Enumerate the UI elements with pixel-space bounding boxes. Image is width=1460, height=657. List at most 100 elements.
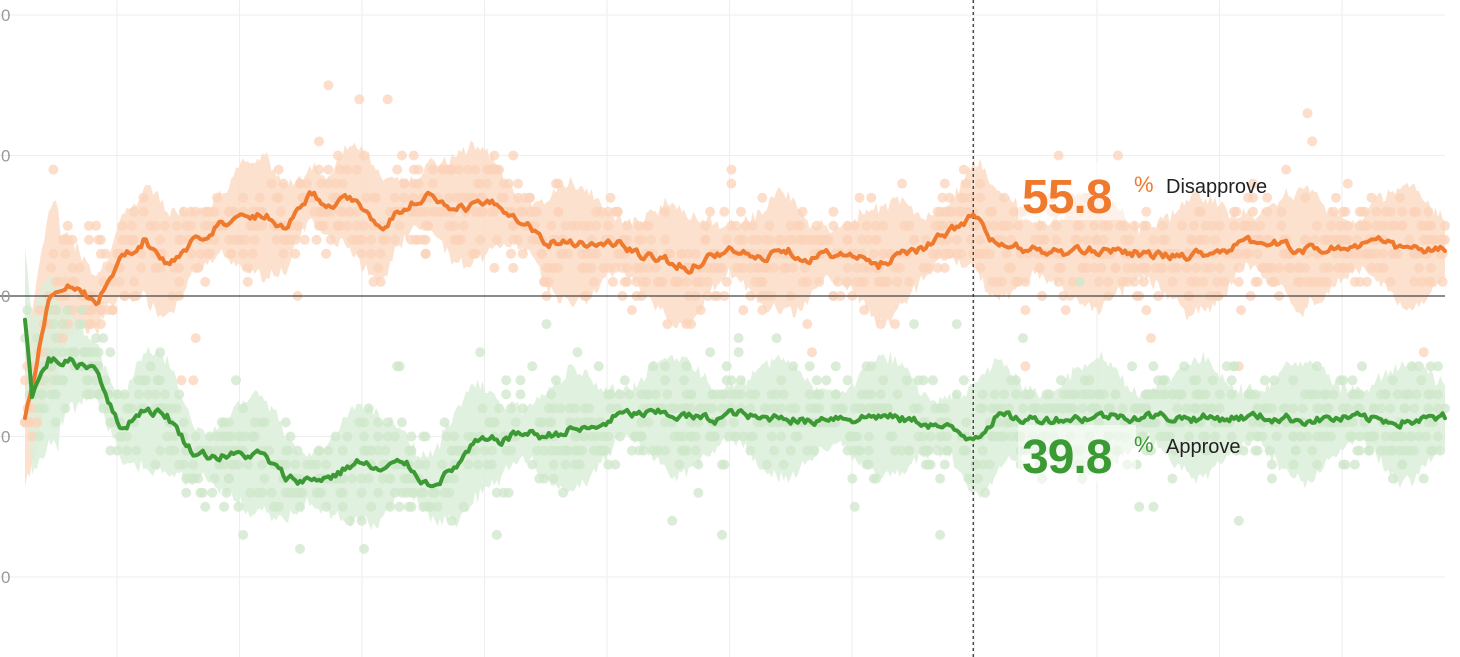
poll-dot	[366, 501, 377, 512]
poll-dot	[53, 375, 64, 386]
poll-dot	[1345, 262, 1356, 273]
y-axis-ticks: 0 0 0 0 0	[1, 6, 10, 587]
poll-dot	[382, 417, 393, 428]
poll-dot	[1207, 375, 1218, 386]
poll-dot	[740, 220, 751, 231]
poll-dot	[259, 473, 270, 484]
poll-dot	[1380, 389, 1391, 400]
poll-dot	[117, 220, 128, 231]
poll-dot	[868, 248, 879, 259]
poll-dot	[626, 305, 637, 316]
poll-dot	[648, 361, 659, 372]
poll-dot	[380, 234, 391, 245]
poll-dot	[325, 234, 336, 245]
poll-dot	[733, 333, 744, 344]
poll-dot	[1155, 262, 1166, 273]
poll-dot	[84, 305, 94, 316]
poll-dot	[487, 206, 497, 217]
poll-dot	[1432, 431, 1443, 442]
poll-dot	[351, 164, 362, 175]
poll-dot	[671, 276, 682, 287]
poll-dot	[643, 262, 654, 273]
poll-dot	[394, 361, 405, 372]
poll-dot	[112, 389, 123, 400]
poll-dot	[223, 234, 234, 245]
poll-dot	[1406, 431, 1417, 442]
poll-dot	[989, 389, 1000, 400]
poll-dot	[558, 248, 569, 259]
poll-dot	[394, 501, 405, 512]
poll-dot	[221, 487, 232, 498]
poll-dot	[636, 389, 647, 400]
poll-dot	[897, 445, 908, 456]
poll-dot	[359, 431, 369, 442]
poll-dot	[875, 319, 886, 330]
poll-dot	[1020, 305, 1031, 316]
poll-dot	[359, 220, 369, 231]
poll-dot	[67, 276, 78, 287]
poll-dot	[1198, 403, 1209, 414]
poll-dot	[406, 445, 417, 456]
poll-dot	[631, 262, 642, 273]
poll-dot	[1376, 403, 1386, 414]
poll-dot	[1404, 234, 1415, 245]
poll-dot	[76, 305, 87, 316]
poll-dot	[188, 375, 199, 386]
poll-dot	[1416, 375, 1427, 386]
poll-dot	[472, 459, 483, 470]
poll-dot	[643, 220, 654, 231]
poll-dot	[721, 276, 732, 287]
poll-dot	[50, 347, 61, 358]
poll-dot	[1361, 220, 1372, 231]
poll-dot	[344, 515, 355, 526]
poll-dot	[1338, 248, 1349, 259]
poll-dot	[1245, 431, 1256, 442]
poll-dot	[375, 276, 386, 287]
poll-dot	[555, 403, 566, 414]
poll-dot	[245, 487, 256, 498]
poll-dot	[577, 248, 588, 259]
poll-dot	[316, 206, 327, 217]
poll-dot	[1212, 276, 1223, 287]
poll-dot	[1148, 361, 1159, 372]
poll-dot	[1098, 220, 1109, 231]
poll-dot	[996, 403, 1007, 414]
poll-dot	[1098, 234, 1109, 245]
poll-dot	[249, 417, 260, 428]
poll-dot	[420, 459, 431, 470]
poll-dot	[802, 234, 813, 245]
poll-dot	[508, 220, 519, 231]
poll-dot	[1231, 445, 1242, 456]
poll-dot	[129, 234, 139, 245]
poll-dot	[1195, 206, 1206, 217]
poll-dot	[854, 403, 865, 414]
poll-dot	[366, 248, 377, 259]
poll-dot	[1293, 262, 1303, 273]
poll-dot	[527, 361, 538, 372]
poll-dot	[1018, 333, 1028, 344]
poll-dot	[1425, 361, 1436, 372]
poll-dot	[830, 361, 841, 372]
poll-dot	[321, 501, 332, 512]
poll-dot	[548, 473, 559, 484]
poll-dot	[1041, 389, 1052, 400]
poll-dot	[197, 487, 208, 498]
poll-dot	[999, 389, 1010, 400]
poll-dot	[226, 459, 237, 470]
poll-dot	[446, 515, 457, 526]
poll-dot	[266, 178, 277, 189]
poll-dot	[660, 375, 671, 386]
poll-dot	[290, 248, 301, 259]
poll-dot	[859, 262, 870, 273]
poll-dot	[935, 529, 946, 540]
poll-dot	[781, 262, 791, 273]
poll-dot	[169, 431, 180, 442]
poll-dot	[413, 234, 424, 245]
poll-dot	[958, 445, 969, 456]
poll-dot	[868, 403, 879, 414]
poll-dot	[842, 220, 853, 231]
poll-dot	[174, 234, 185, 245]
poll-dot	[548, 459, 559, 470]
poll-dot	[432, 501, 443, 512]
poll-dot	[202, 248, 213, 259]
